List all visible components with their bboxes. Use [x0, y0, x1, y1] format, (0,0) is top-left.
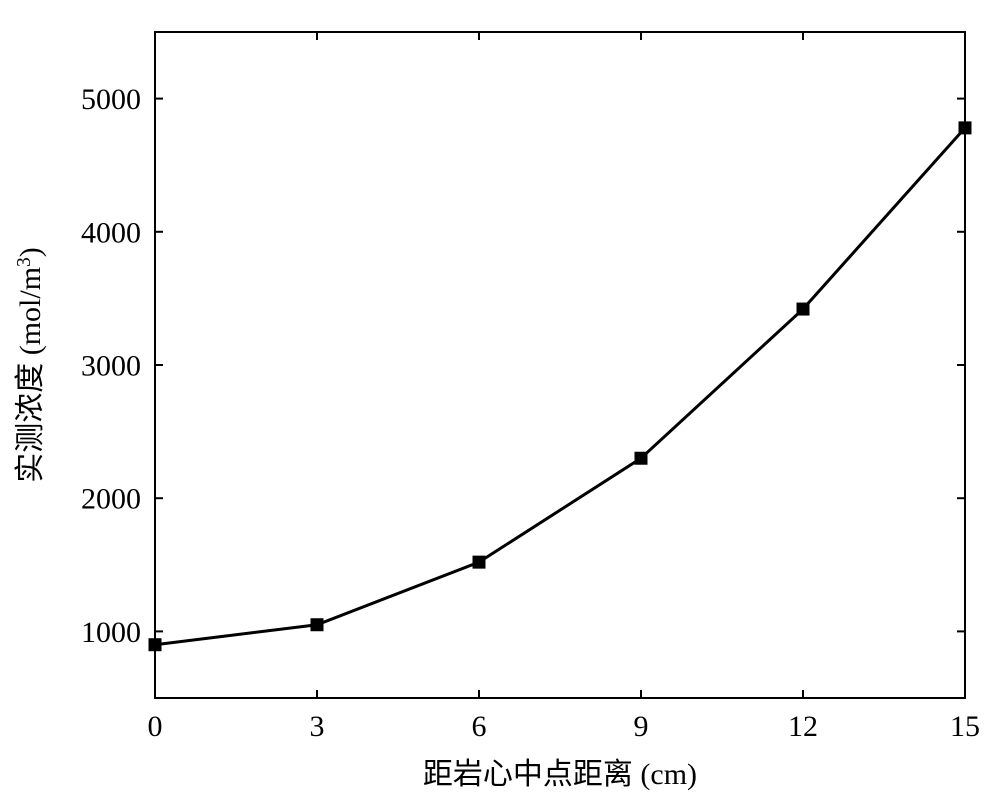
x-tick-label: 15	[950, 710, 980, 743]
concentration-vs-distance-chart: 0 3 6 9 12 15 1000 2000 3000 4000 5000 距岩心中点距离 (cm)…	[0, 0, 1000, 797]
x-tick-label: 3	[310, 710, 325, 743]
x-tick-label: 0	[148, 710, 163, 743]
y-tick-label: 1000	[81, 616, 141, 649]
data-marker	[311, 619, 323, 631]
data-marker	[797, 303, 809, 315]
y-tick-label: 2000	[81, 483, 141, 516]
x-tick-label: 9	[634, 710, 649, 743]
data-marker	[149, 639, 161, 651]
data-marker	[959, 122, 971, 134]
x-tick-label: 12	[788, 710, 818, 743]
data-marker	[635, 452, 647, 464]
x-axis-label: 距岩心中点距离 (cm)	[423, 758, 697, 791]
x-tick-label: 6	[472, 710, 487, 743]
chart-canvas: 0 3 6 9 12 15 1000 2000 3000 4000 5000 距岩心中点距离 (cm)…	[0, 0, 1000, 797]
y-tick-label: 4000	[81, 216, 141, 249]
y-axis-label: 实测浓度 (mol/m3)	[14, 247, 48, 483]
y-tick-label: 3000	[81, 350, 141, 383]
y-tick-label: 5000	[81, 83, 141, 116]
data-marker	[473, 556, 485, 568]
